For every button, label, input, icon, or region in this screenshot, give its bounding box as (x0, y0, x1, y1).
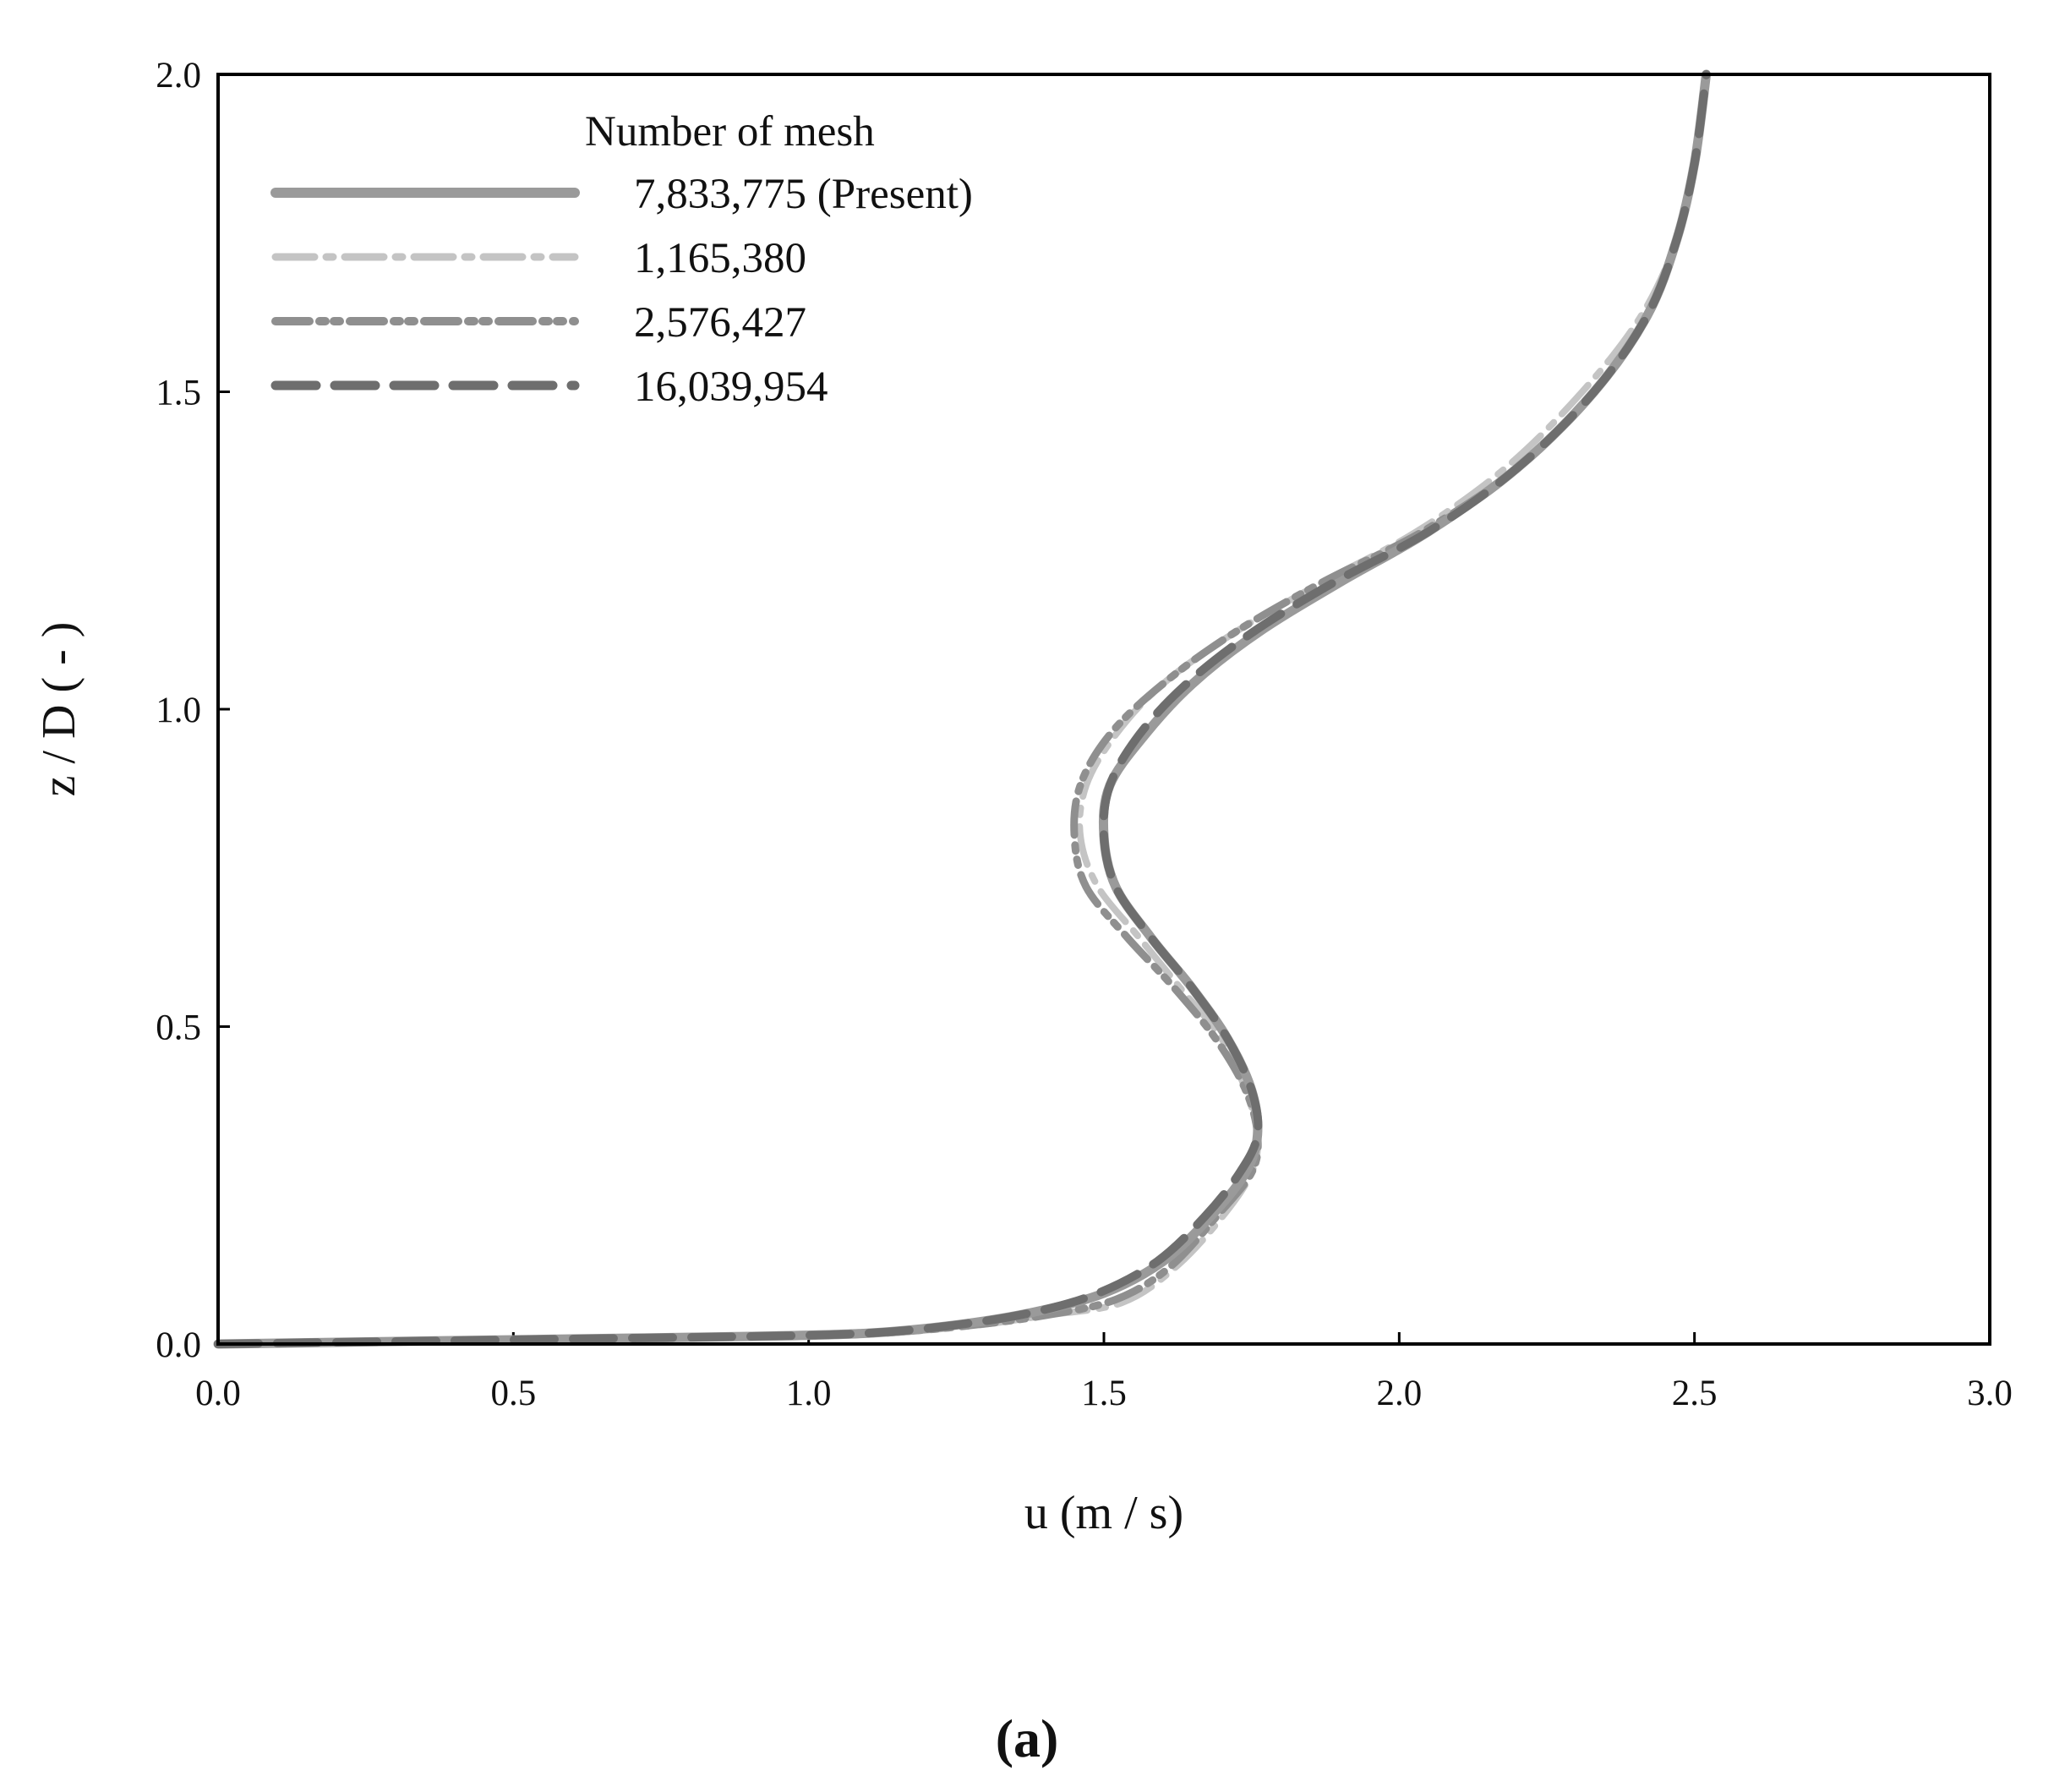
x-tick-label: 2.5 (1672, 1374, 1718, 1413)
legend: Number of mesh 7,833,775 (Present) 1,165,… (270, 108, 973, 411)
figure-caption: (a) (996, 1708, 1059, 1768)
series-line-4 (214, 70, 1711, 1348)
series-layer (213, 69, 1712, 1349)
x-tick-label: 3.0 (1967, 1374, 2013, 1413)
y-tick-label: 1.5 (156, 374, 201, 413)
legend-label-4: 16,039,954 (634, 363, 828, 411)
x-axis-title: u (m / s) (1024, 1487, 1183, 1539)
x-tick-label: 2.0 (1376, 1374, 1422, 1413)
axis-ticks: 0.0 0.5 1.0 1.5 2.0 2.5 3.0 0.0 0.5 1.0 1.5 2.0 (156, 56, 2013, 1413)
series-line-1 (213, 69, 1712, 1349)
plot-area-frame (216, 73, 1991, 1346)
y-tick-label: 0.0 (156, 1325, 201, 1365)
legend-label-2: 1,165,380 (634, 235, 806, 282)
x-tick-label: 0.5 (490, 1374, 536, 1413)
y-tick-label: 0.5 (156, 1008, 201, 1048)
y-tick-label: 2.0 (156, 56, 201, 96)
x-tick-label: 1.0 (786, 1374, 832, 1413)
legend-label-3: 2,576,427 (634, 299, 806, 347)
x-tick-label: 0.0 (195, 1374, 241, 1413)
series-line-3 (214, 70, 1711, 1348)
y-axis-title: z / D ( - ) (33, 622, 85, 797)
series-line-2 (215, 71, 1710, 1347)
x-tick-label: 1.5 (1081, 1374, 1127, 1413)
legend-label-1: 7,833,775 (Present) (634, 171, 973, 218)
legend-title: Number of mesh (585, 108, 875, 156)
y-tick-label: 1.0 (156, 691, 201, 730)
